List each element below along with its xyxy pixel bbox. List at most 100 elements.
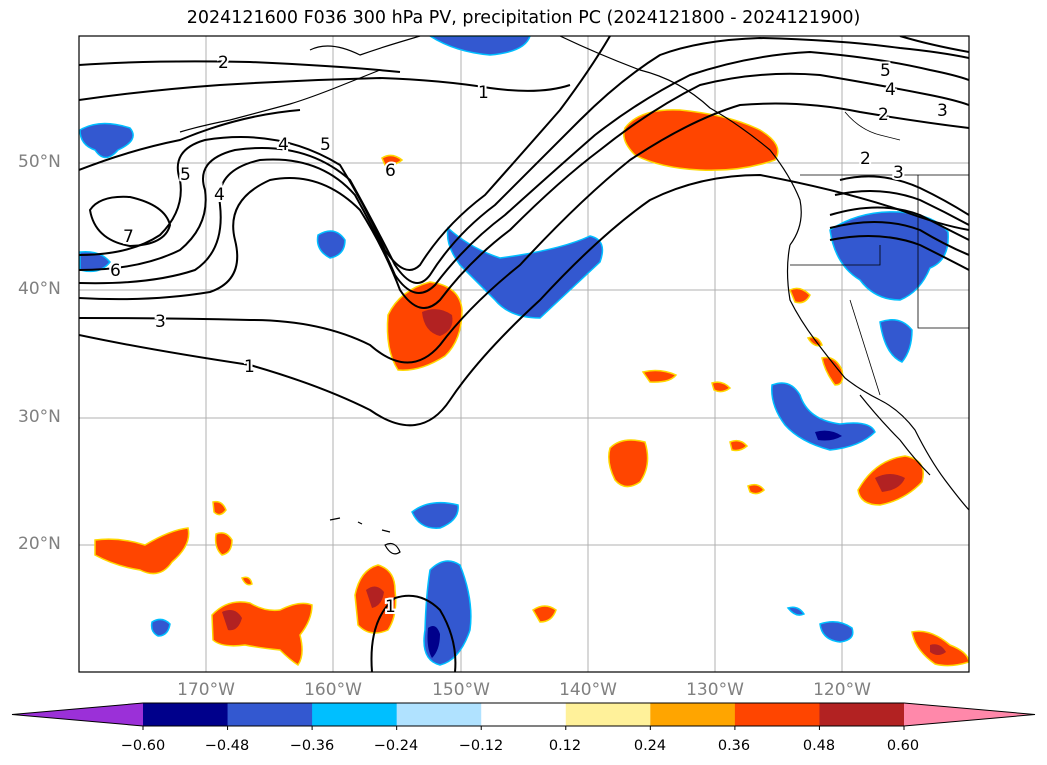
neg-blob-aleutian xyxy=(79,122,134,159)
coast-baja xyxy=(879,399,969,511)
pv-contour-east-b xyxy=(834,190,969,226)
pv-contour-east-a xyxy=(839,175,969,216)
colorbar-tick-label: −0.12 xyxy=(458,738,504,754)
coast-aleutian-chain xyxy=(179,69,381,133)
map-title: 2024121600 F036 300 hPa PV, precipitatio… xyxy=(186,8,861,28)
colorbar-tick-label: 0.36 xyxy=(717,738,751,754)
neg-blob-baja xyxy=(771,382,876,451)
pv-label: 7 xyxy=(123,227,134,247)
lon-label-170w: 170°W xyxy=(177,680,235,700)
colorbar-tick-label: 0.12 xyxy=(548,738,582,754)
pos-blob-small-w xyxy=(240,576,253,586)
map-frame xyxy=(78,35,970,673)
pos-blob-sub1 xyxy=(641,369,678,383)
pv-contour-w-loop xyxy=(79,109,301,171)
neg-blob-top xyxy=(428,36,531,56)
pv-label: 4 xyxy=(885,80,896,100)
pv-label: 5 xyxy=(880,61,891,81)
lon-label-130w: 130°W xyxy=(686,680,744,700)
pv-contour-5 xyxy=(79,36,969,284)
lon-label-150w: 150°W xyxy=(432,680,490,700)
colorbar-tick-label: 0.24 xyxy=(633,738,667,754)
pv-label: 5 xyxy=(180,165,191,185)
coast-baja-west xyxy=(859,394,931,476)
colorbar-segment xyxy=(734,703,820,726)
pos-core-se xyxy=(930,644,946,655)
neg-core-south xyxy=(427,626,440,658)
pos-core-mex xyxy=(875,474,905,492)
precip-negative-areas xyxy=(79,36,949,666)
lat-label-20n: 20°N xyxy=(18,534,61,554)
pos-blob-small-6 xyxy=(381,154,404,166)
neg-blob-se1 xyxy=(819,621,854,643)
precip-positive-areas xyxy=(94,109,969,667)
pos-blob-sub5 xyxy=(747,483,766,495)
pv-contour-3 xyxy=(79,72,969,309)
coast-bc-panhandle xyxy=(559,36,802,246)
pv-label: 3 xyxy=(155,312,166,332)
neg-blob-160 xyxy=(316,230,346,259)
pv-contour-6 xyxy=(79,36,611,271)
pv-contours xyxy=(79,36,969,672)
colorbar-segment xyxy=(481,703,567,726)
pv-label: 1 xyxy=(478,83,489,103)
neg-blob-w-small xyxy=(79,250,111,273)
colorbar-segment xyxy=(819,703,905,726)
pv-contour-4 xyxy=(79,50,969,294)
pv-label: 6 xyxy=(110,261,121,281)
neg-core-baja xyxy=(815,430,842,441)
pv-contour-east-e xyxy=(829,235,969,271)
pv-labels: 2 1 4 5 6 7 6 5 4 3 2 3 5 4 3 2 1 1 xyxy=(108,51,950,619)
pos-blob-w20c xyxy=(212,500,227,516)
neg-blob-se2 xyxy=(786,606,806,616)
pv-contour-2 xyxy=(79,102,969,364)
pos-blob-ca2 xyxy=(821,356,844,386)
pv-contour-south-ring xyxy=(370,594,457,672)
lat-label-30n: 30°N xyxy=(18,407,61,427)
lon-label-160w: 160°W xyxy=(304,680,362,700)
pv-label: 4 xyxy=(278,135,289,155)
pv-label: 1 xyxy=(385,597,396,617)
pv-contour-east-d xyxy=(829,221,969,256)
pv-contour-1 xyxy=(79,173,969,427)
coast-us-west xyxy=(786,244,881,401)
colorbar-segment xyxy=(650,703,736,726)
coastlines xyxy=(179,36,969,555)
coast-hawaii xyxy=(329,517,401,555)
pv-contour-east-c xyxy=(829,206,969,241)
colorbar-segment xyxy=(312,703,398,726)
pv-label: 4 xyxy=(214,185,225,205)
pos-blob-center xyxy=(386,281,463,371)
neg-blob-west-us xyxy=(829,211,949,301)
pos-blob-w20b xyxy=(214,532,233,556)
lon-label-140w: 140°W xyxy=(559,680,617,700)
pos-core-155 xyxy=(366,586,384,608)
map-background xyxy=(79,36,969,672)
colorbar-tick-label: −0.60 xyxy=(120,738,166,754)
pos-blob-w20 xyxy=(94,527,190,575)
colorbar-tick-label: −0.36 xyxy=(289,738,335,754)
pv-contour-upper2 xyxy=(79,60,401,73)
pv-label: 2 xyxy=(218,53,229,73)
pv-label: 3 xyxy=(937,101,948,121)
pv-contour-upper1 xyxy=(79,76,571,101)
pos-blob-sub3 xyxy=(608,439,649,488)
colorbar-segment xyxy=(396,703,482,726)
pos-blob-sub4 xyxy=(729,439,749,452)
colorbar-tick-label: 0.48 xyxy=(802,738,836,754)
pos-blob-gulf-ak xyxy=(623,109,779,172)
pos-blob-small-s xyxy=(531,605,557,623)
colorbar-segment xyxy=(565,703,651,726)
colorbar-extend-high xyxy=(904,703,1035,726)
colorbar-segment xyxy=(227,703,313,726)
lon-label-120w: 120°W xyxy=(813,680,871,700)
pos-core-center xyxy=(422,309,453,336)
neg-blob-nv xyxy=(879,319,913,363)
pv-label: 3 xyxy=(893,163,904,183)
pos-blob-sub2 xyxy=(711,381,732,393)
colorbar-segment xyxy=(143,703,229,726)
coast-alaska xyxy=(309,36,421,56)
pv-contour-top-right xyxy=(899,36,969,53)
pv-label: 2 xyxy=(878,105,889,125)
colorbar xyxy=(11,702,1036,730)
